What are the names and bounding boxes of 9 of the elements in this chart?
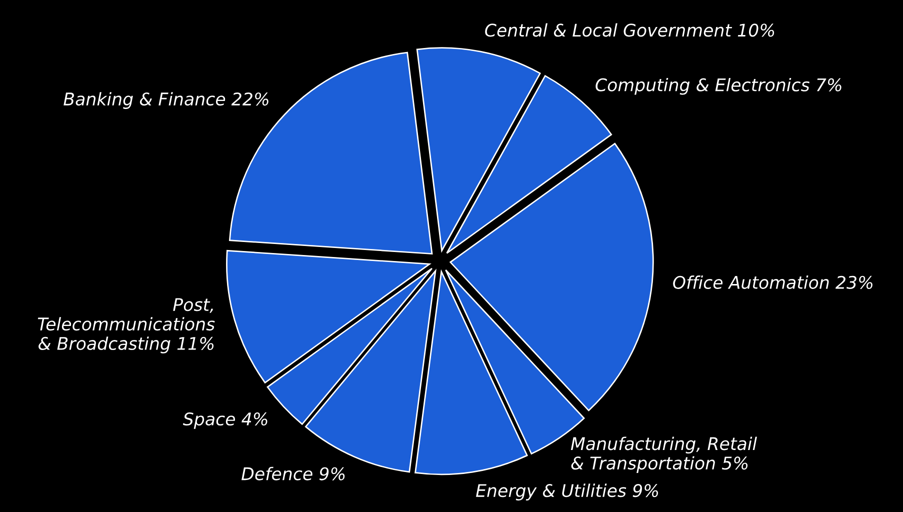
slice-label: Computing & Electronics 7% [596,78,842,95]
slice-label: Space 4% [182,412,268,429]
slice-label: Manufacturing, Retail & Transportation 5% [570,436,757,473]
slice-label: Office Automation 23% [673,276,872,289]
slice-label: Post, Telecommunications & Broadcasting 11% [38,298,215,354]
slice-label: Defence 9% [242,466,345,480]
slice-label: Banking & Finance 22% [64,92,268,109]
slice-label: Energy & Utilities 9% [476,484,658,500]
slice-label: Central & Local Government 10% [485,23,774,37]
